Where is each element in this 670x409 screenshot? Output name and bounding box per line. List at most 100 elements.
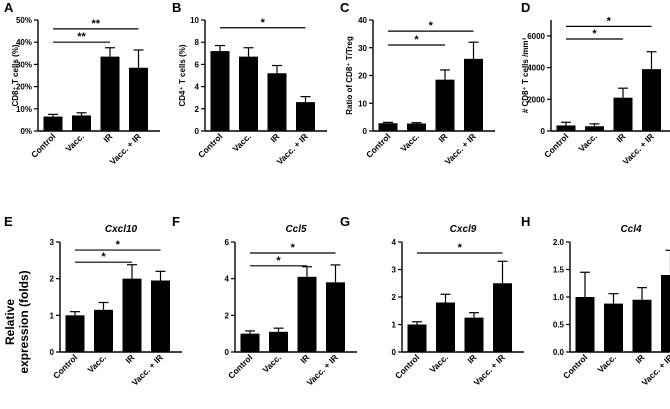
panel-g-tick-label: 2 [392,293,397,302]
panel-e-bar [65,315,85,352]
panel-d-tick-label: 6000 [527,32,545,41]
panel-h-category-label: Control [561,352,589,380]
panel-g-tick-label: 3 [392,266,397,275]
panel-a-significance-label: ** [77,31,86,43]
panel-e-category-label: IR [123,352,136,365]
panel-c-tick-label: 30 [358,44,367,53]
panel-b-significance-label: * [261,17,266,29]
panel-e-category-label: Control [51,352,79,380]
panel-h-bar [604,303,623,352]
panel-a-bar [100,56,120,131]
panel-c-tick-label: 10 [358,99,367,108]
panel-g-bar [493,283,512,352]
panel-f-tick-label: 0 [225,348,230,357]
panel-a-bar [129,67,148,131]
panel-d-ylabel: # CD8⁺ T cells /mm³ [521,37,530,113]
panel-d-category-label: IR [614,131,627,144]
panel-a-tick-label: 40% [16,38,32,47]
panel-c-category-label: IR [436,131,449,144]
panel-g-category-label: IR [465,352,478,365]
panel-b-category-label: Vacc. + IR [275,131,310,166]
panel-b-bar [239,56,258,131]
panel-a-tick-label: 20% [16,83,32,92]
panel-c-category-label: Control [364,131,392,159]
panel-h-tick-label: 0.5 [553,321,565,330]
panel-a-tick-label: 0% [20,127,32,136]
shared-ylabel-line1: Relative [3,299,17,345]
panel-c-category-label: Vacc. [398,131,420,153]
panel-e-tick-label: 0 [50,348,55,357]
panel-a-category-label: Vacc. + IR [108,131,143,166]
shared-ylabel-line2: expression (folds) [17,270,31,373]
panel-e-category-label: Vacc. [85,352,107,374]
panel-b-ylabel: CD4⁺ T cells (%) [178,44,187,106]
panel-c-significance-label: * [429,20,434,32]
panel-d-category-label: Vacc. + IR [621,131,656,166]
panel-d-tick-label: 0 [541,127,546,136]
panel-a-chart: A 0% 10% 20% 30% 40% 50% CD8⁺ T cells (%) Contro… [4,0,160,167]
panel-h-tick-label: 1.5 [553,266,565,275]
panel-c-category-label: Vacc. + IR [443,131,478,166]
panel-e-bar [122,278,142,352]
panel-d-bar [613,97,633,131]
panel-c-tick-label: 0 [363,127,368,136]
panel-g-bar [407,324,427,352]
panel-d-tick-label: 2000 [527,95,545,104]
panel-g-tick-label: 0 [392,348,397,357]
panel-b-category-label: Vacc. [230,131,252,153]
panel-g-bar [464,317,484,352]
panel-e-label: E [4,214,13,229]
panel-d-significance-label: * [592,28,597,40]
panel-e-significance-label: * [101,251,106,263]
panel-f-category-label: IR [298,352,311,365]
panel-b-chart: B 0 2 4 6 8 10 CD4⁺ T cells (%) Control Vacc. IRVa… [172,0,327,167]
panel-f-bar [269,331,288,352]
panel-c-label: C [340,0,350,15]
panel-h-tick-label: 2.0 [553,238,565,247]
panel-d-bar [556,125,576,131]
panel-c-ylabel: Ratio of CD8⁺ T/Treg [345,36,354,115]
panel-f-category-label: Vacc. [260,352,282,374]
panel-a-category-label: Control [29,131,57,159]
panel-f-significance-label: * [291,242,296,254]
panel-h-bar [632,299,652,352]
panel-f-tick-label: 2 [225,311,230,320]
panel-f-tick-label: 6 [225,238,230,247]
panel-d-bar [642,69,661,131]
panel-e-bar [94,309,113,352]
panel-b-tick-label: 4 [195,83,200,92]
panel-b-category-label: Control [196,131,224,159]
panel-b-bar [267,73,287,131]
panel-e-tick-label: 1 [50,311,55,320]
panel-c-bar [435,79,455,131]
shared-ylabel: Relative expression (folds) [3,270,31,373]
panel-e-significance-label: * [116,239,121,251]
panel-g-category-label: Vacc. [427,352,449,374]
panel-a-category-label: Vacc. [63,131,85,153]
panel-g-bar [436,302,455,352]
panel-a-significance-label: ** [91,18,100,30]
panel-g-significance-label: * [458,242,463,254]
panel-e-category-label: Vacc. + IR [130,352,165,387]
panel-a-category-label: IR [101,131,114,144]
panel-b-tick-label: 8 [195,38,200,47]
panel-a-label: A [4,0,14,15]
panel-f-tick-label: 4 [225,275,230,284]
panel-b-tick-label: 10 [190,16,199,25]
panel-d-category-label: Vacc. [576,131,598,153]
panel-e-title: Cxcl10 [105,224,138,235]
panel-g-tick-label: 1 [392,321,397,330]
panel-h-bar [661,275,670,352]
panel-b-category-label: IR [268,131,281,144]
panel-b-bar [296,102,315,131]
panel-h-tick-label: 0.0 [553,348,565,357]
panel-c-bar [464,58,483,131]
panel-f-label: F [172,214,180,229]
panel-f-bar [297,276,317,352]
panel-d-tick-label: 4000 [527,64,545,73]
panel-b-bar [210,51,230,131]
panel-c-tick-label: 40 [358,16,367,25]
